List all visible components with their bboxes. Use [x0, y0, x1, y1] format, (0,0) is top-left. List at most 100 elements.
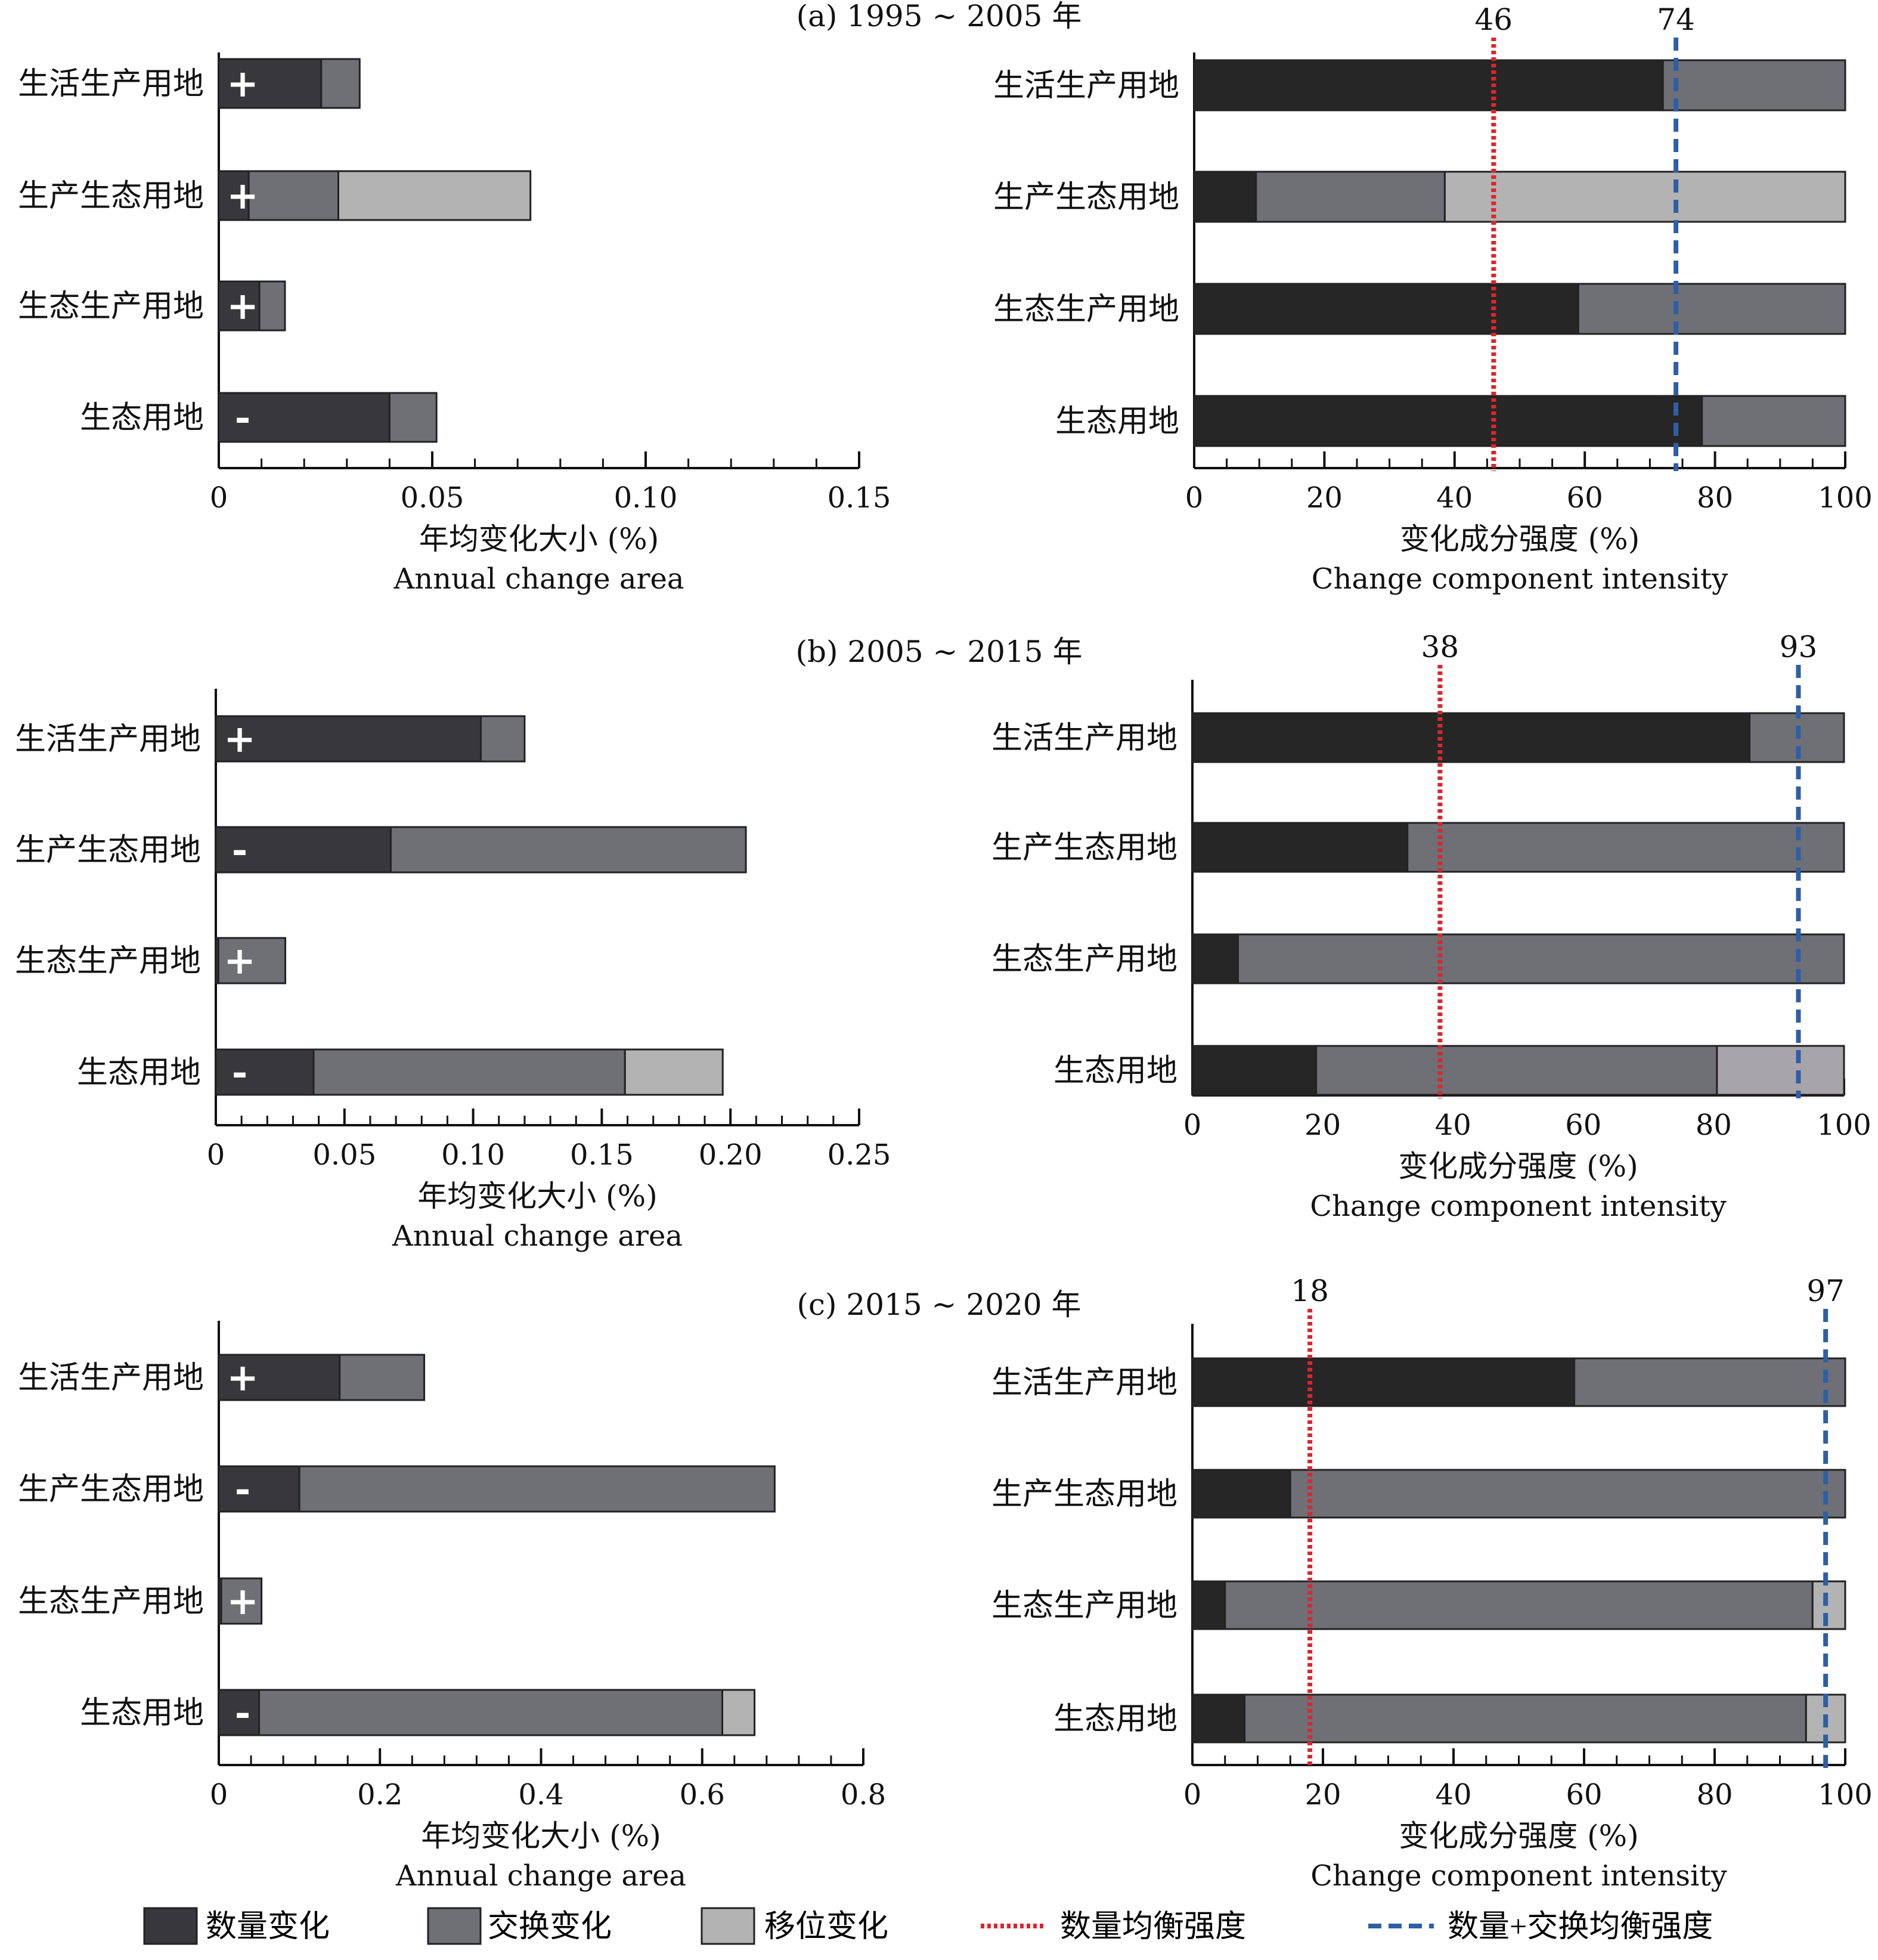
bar-segment-exchange [389, 826, 747, 874]
bar-segment-quantity [1193, 171, 1257, 223]
x-tick-label: 0.2 [357, 1778, 402, 1812]
x-axis-label-en: Change component intensity [1312, 562, 1728, 596]
reference-line-label: 93 [1780, 630, 1818, 664]
bar-segment-quantity [218, 1689, 261, 1736]
category-label: 生态用地 [80, 1695, 204, 1731]
bar-segment-exchange [247, 170, 339, 221]
bar-segment-quantity [215, 1048, 315, 1096]
bar-segment-shift [1811, 1580, 1846, 1630]
bar-segment-quantity [218, 1354, 341, 1401]
x-axis-label-en: Change component intensity [1310, 1859, 1727, 1893]
category-label: 生产生态用地 [18, 178, 204, 214]
bar-segment-exchange [312, 1048, 626, 1096]
category-label: 生态用地 [1055, 404, 1179, 439]
x-tick-label: 80 [1697, 481, 1733, 515]
bar-segment-exchange [1224, 1580, 1814, 1630]
bar-segment-quantity [1191, 933, 1239, 984]
x-tick-label: 0.10 [614, 481, 678, 515]
panel-a-right: 0 20 40 60 80 100 变化成分强度 (%) Change component i… [993, 2, 1873, 596]
x-tick-label: 0.05 [312, 1138, 376, 1172]
bar-sign-label: + [224, 717, 256, 761]
x-axis-label: 变化成分强度 (%) [1400, 522, 1640, 556]
bar-segment-shift [721, 1689, 756, 1736]
x-axis-label-en: Annual change area [393, 562, 684, 596]
x-axis-label: 变化成分强度 (%) [1398, 1149, 1638, 1184]
bar-segment-quantity [1191, 1580, 1226, 1630]
bar-sign-label: - [232, 828, 248, 872]
bar-segment-exchange [1255, 171, 1446, 223]
x-tick-label: 0.20 [699, 1138, 763, 1172]
category-label: 生产生态用地 [15, 832, 201, 868]
legend-label: 移位变化 [764, 1910, 888, 1944]
bar-sign-label: + [227, 284, 259, 329]
category-label: 生产生态用地 [18, 1472, 204, 1507]
x-tick-label: 100 [1818, 1778, 1873, 1812]
category-label: 生活生产用地 [991, 1365, 1177, 1401]
x-tick-label: 0 [1183, 1778, 1202, 1812]
x-tick-label: 40 [1436, 481, 1473, 515]
panel-b-right: 0 20 40 60 80 100 变化成分强度 (%) Change component i… [991, 630, 1871, 1223]
bar-sign-label: - [232, 1050, 248, 1095]
reference-line-label: 74 [1657, 2, 1695, 37]
reference-line-label: 18 [1291, 1274, 1329, 1308]
bar-segment-quantity [1191, 1357, 1576, 1407]
x-tick-label: 0.8 [841, 1778, 886, 1812]
bar-sign-label: + [227, 174, 259, 218]
bar-segment-exchange [480, 715, 526, 763]
x-tick-label: 100 [1817, 1109, 1871, 1142]
bar-segment-exchange [388, 392, 438, 443]
legend-label: 数量变化 [206, 1910, 330, 1944]
x-axis-label-en: Annual change area [392, 1219, 683, 1253]
x-axis-label: 变化成分强度 (%) [1399, 1819, 1638, 1853]
category-label: 生态生产用地 [18, 1584, 204, 1620]
x-tick-label: 100 [1818, 481, 1873, 515]
bar-segment-quantity [1191, 712, 1751, 763]
category-label: 生态用地 [1053, 1701, 1177, 1737]
bar-segment-exchange [339, 1354, 426, 1401]
x-axis-label: 年均变化大小 (%) [419, 522, 659, 556]
category-label: 生态用地 [1053, 1053, 1177, 1089]
legend-label: 交换变化 [488, 1910, 612, 1944]
legend-swatch [701, 1907, 755, 1945]
x-tick-label: 60 [1565, 1109, 1601, 1142]
x-tick-label: 80 [1696, 1778, 1733, 1812]
category-label: 生态用地 [80, 400, 204, 436]
bar-segment-quantity [1193, 283, 1579, 335]
bar-sign-label: - [235, 395, 251, 440]
bar-segment-shift [337, 170, 532, 221]
category-label: 生态生产用地 [993, 292, 1179, 327]
bar-sign-label: - [235, 1467, 251, 1512]
bar-segment-exchange [1244, 1693, 1807, 1744]
x-axis-label: 年均变化大小 (%) [417, 1179, 657, 1213]
legend-label: 数量均衡强度 [1060, 1910, 1246, 1944]
bar-segment-quantity [218, 1465, 300, 1513]
category-label: 生活生产用地 [18, 66, 204, 102]
bar-segment-quantity [218, 392, 391, 443]
panel-b-left: (b) 2005 ~ 2015 年 0 0.05 0.10 0.15 0.20 0.25 年均… [15, 634, 1083, 1253]
category-label: 生活生产用地 [991, 720, 1177, 756]
category-label: 生活生产用地 [15, 722, 201, 757]
panel-c-left: (c) 2015 ~ 2020 年 0 0.2 0.4 0.6 0.8 年均变化大小 (%)… [18, 1287, 1081, 1893]
bar-segment-quantity [1191, 822, 1409, 873]
bar-sign-label: - [235, 1690, 251, 1735]
panel-a-left: (a) 1995 ~ 2005 年 0 0.05 0.10 0.15 年均变化大小 (%)… [18, 0, 1081, 596]
x-axis-label: 年均变化大小 (%) [421, 1819, 661, 1853]
x-tick-label: 20 [1304, 1109, 1341, 1142]
x-tick-label: 60 [1566, 1778, 1602, 1812]
category-label: 生态用地 [77, 1055, 201, 1091]
bar-segment-quantity [1191, 1045, 1318, 1096]
category-label: 生态生产用地 [991, 942, 1177, 977]
category-label: 生产生态用地 [993, 179, 1179, 215]
x-tick-label: 0.10 [441, 1138, 505, 1172]
bar-segment-exchange [1315, 1045, 1718, 1096]
category-label: 生态生产用地 [991, 1588, 1177, 1624]
bar-segment-quantity [1191, 1469, 1291, 1519]
bar-segment-shift [624, 1048, 724, 1096]
category-label: 生活生产用地 [993, 68, 1179, 104]
bar-segment-quantity [218, 280, 261, 332]
bar-segment-exchange [1577, 283, 1846, 335]
x-axis-label-en: Change component intensity [1310, 1190, 1727, 1223]
x-tick-label: 60 [1567, 481, 1603, 515]
panel-title: (b) 2005 ~ 2015 年 [796, 634, 1083, 669]
bar-segment-quantity [218, 58, 323, 109]
